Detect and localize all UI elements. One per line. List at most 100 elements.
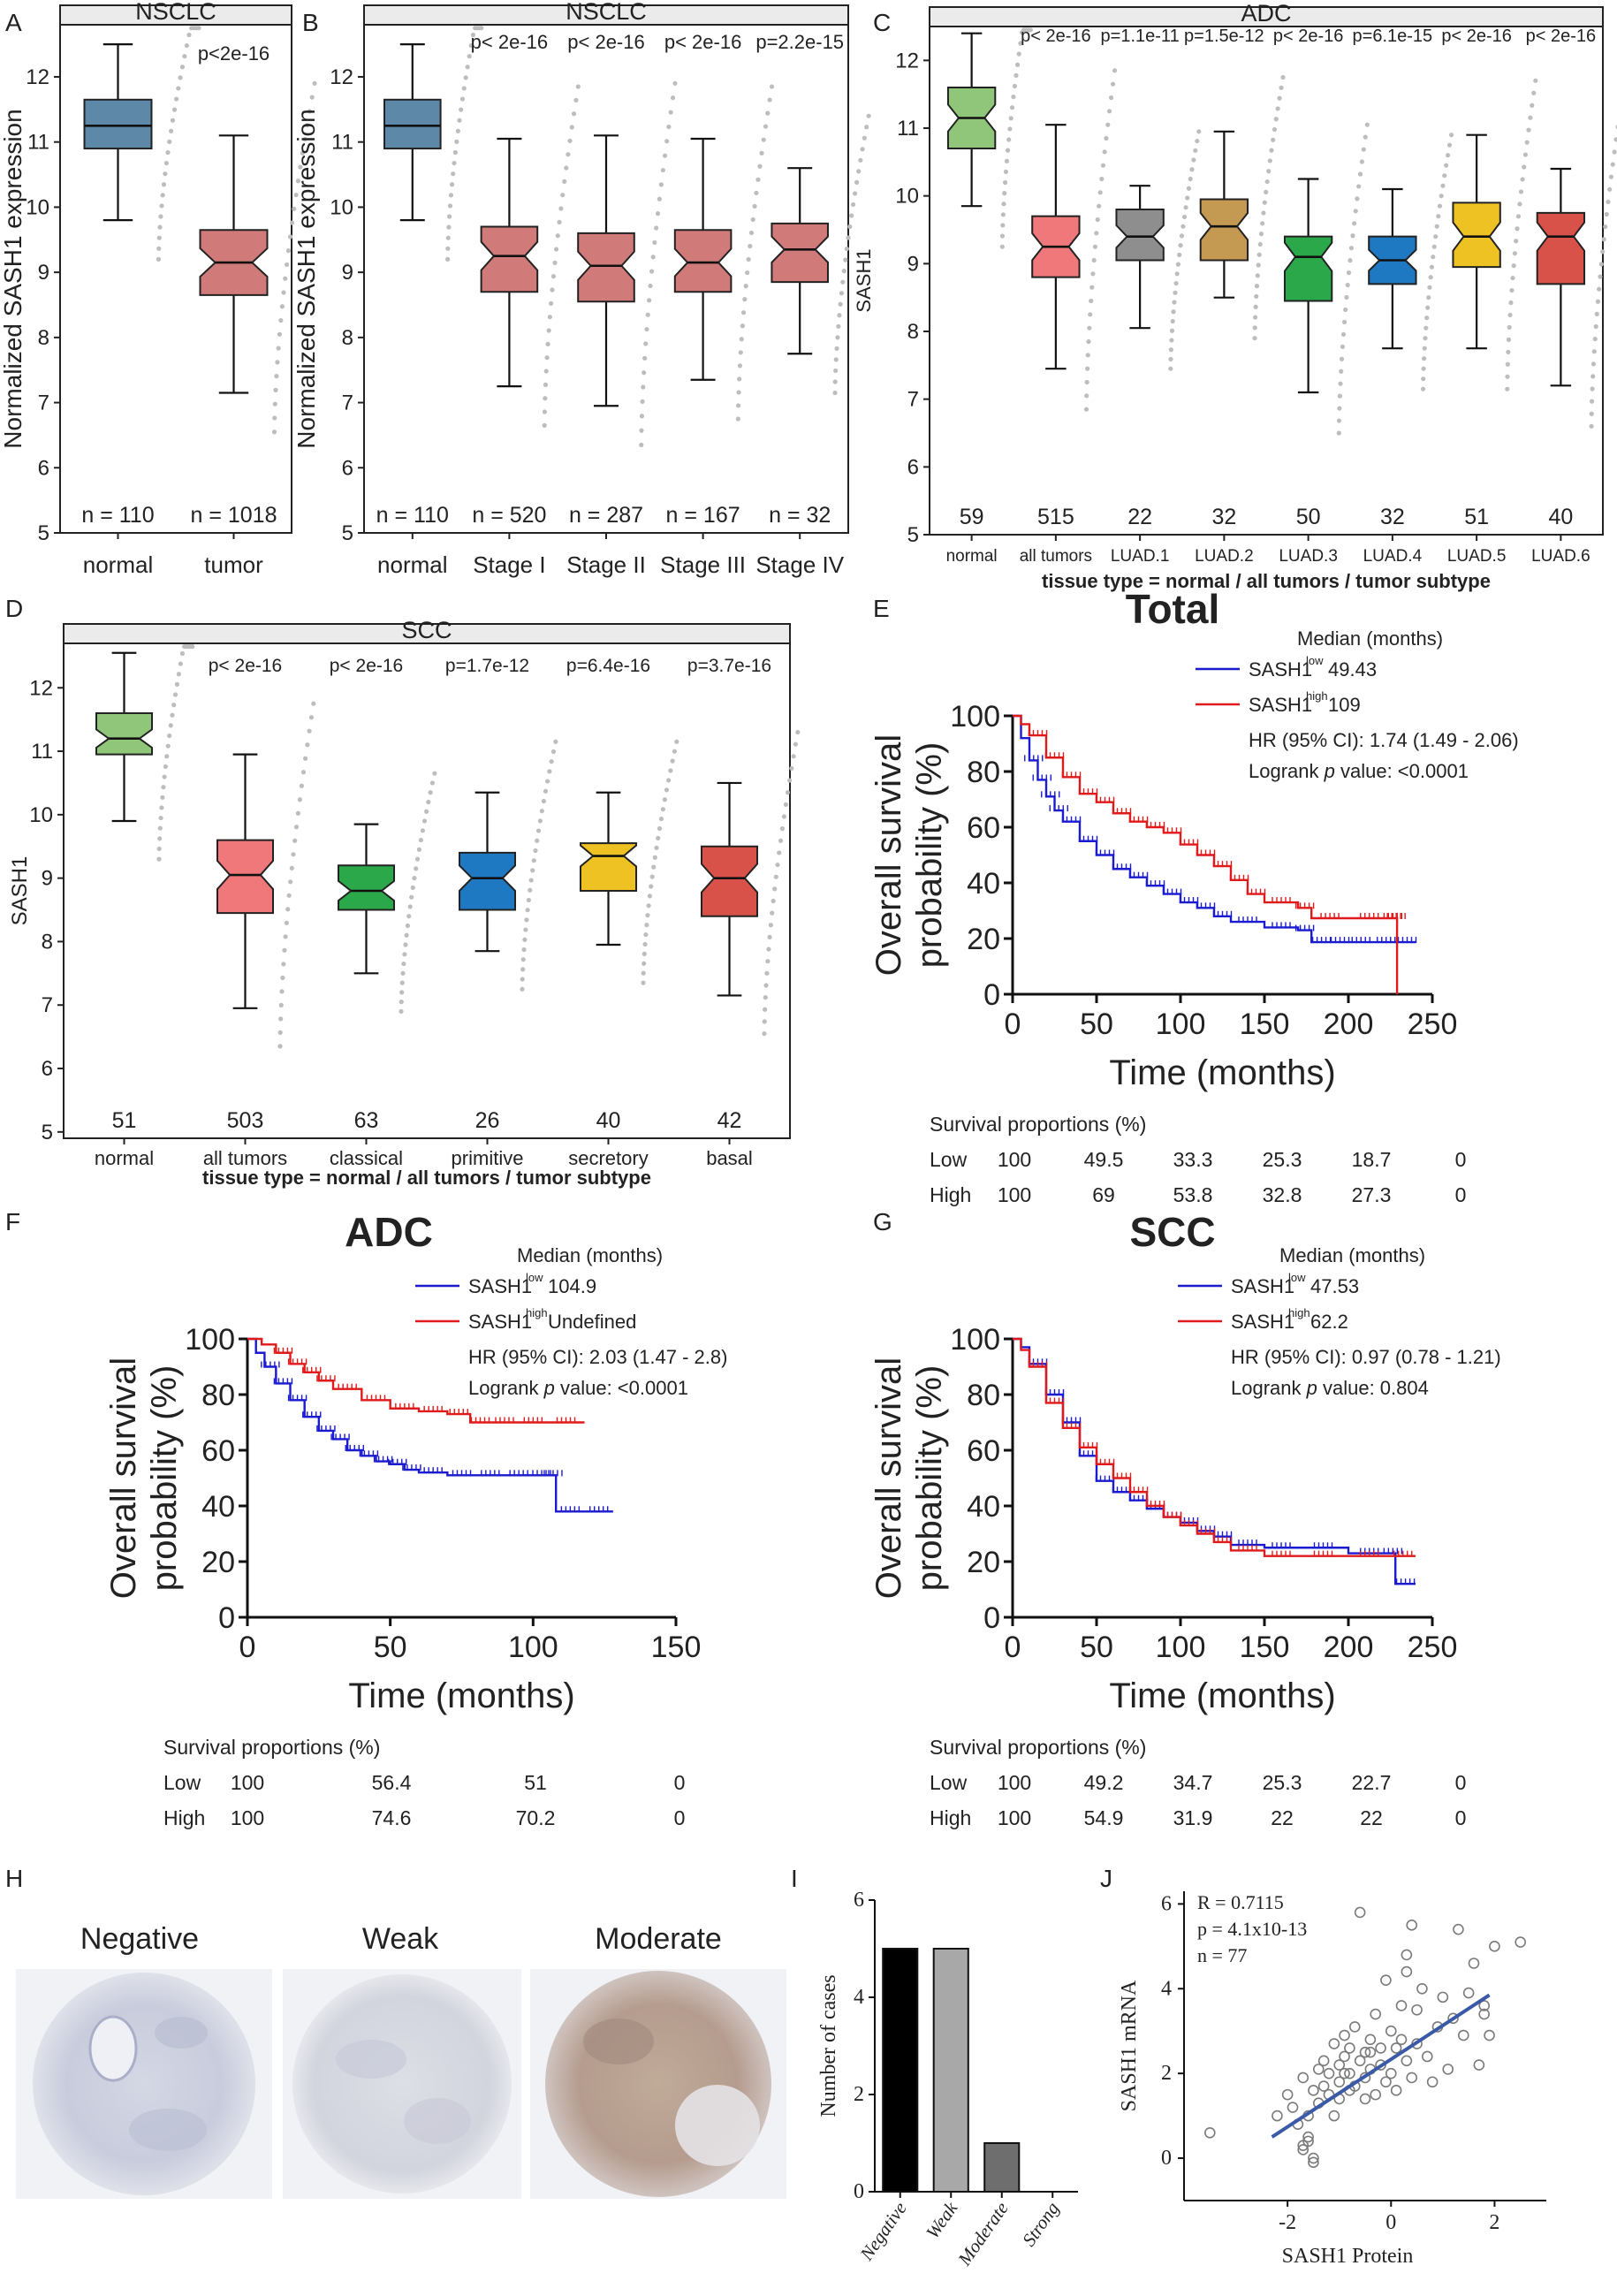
jitter-point	[170, 118, 176, 123]
jitter-point	[1601, 237, 1606, 242]
jitter-point	[666, 124, 672, 130]
jitter-point	[467, 54, 472, 59]
jitter-point	[524, 917, 529, 923]
data-point	[1411, 2003, 1423, 2016]
y-tick-label: 60	[967, 1434, 1000, 1468]
jitter-point	[1344, 294, 1349, 300]
chart-title: NSCLC	[566, 0, 647, 25]
jitter-point	[657, 196, 662, 201]
jitter-point	[745, 270, 750, 276]
jitter-point	[1261, 210, 1266, 216]
jitter-point	[657, 825, 663, 832]
jitter-point	[449, 182, 455, 187]
jitter-point	[736, 390, 741, 395]
jitter-point	[1186, 186, 1192, 191]
panel-d-boxplot: SCC 5 6 7 8 9 10 11 12 SASH1 normal 51 all tumors 503…	[8, 617, 801, 1189]
x-tick-label: 250	[1408, 1631, 1458, 1664]
jitter-point	[560, 193, 566, 198]
jitter-point	[1600, 249, 1606, 255]
ihc-stroma-region	[675, 2085, 760, 2166]
jitter-point	[158, 815, 163, 821]
jitter-point	[164, 754, 170, 759]
data-point	[1344, 2042, 1355, 2054]
box	[83, 98, 153, 150]
y-tick-label: 11	[31, 740, 53, 764]
jitter-point	[1003, 169, 1009, 174]
data-point	[1317, 2055, 1330, 2067]
jitter-point	[1266, 169, 1272, 174]
x-tick-label: -2	[1279, 2211, 1296, 2234]
jitter-point	[763, 983, 769, 988]
jitter-point	[1002, 191, 1007, 196]
jitter-point	[1597, 286, 1602, 292]
jitter-point	[465, 65, 470, 70]
survival-row-label: High	[930, 1806, 971, 1829]
jitter-point	[521, 947, 527, 953]
jitter-point	[160, 794, 165, 800]
logrank-p: p	[543, 1377, 555, 1399]
jitter-point	[1094, 231, 1099, 236]
jitter-point	[452, 149, 458, 156]
jitter-point	[785, 790, 791, 795]
jitter-point	[1271, 137, 1276, 142]
jitter-point	[547, 769, 552, 774]
jitter-point	[1606, 199, 1611, 205]
jitter-point	[1526, 127, 1531, 133]
jitter-point	[558, 206, 564, 211]
jitter-point	[1364, 122, 1370, 127]
survival-value: 70.2	[516, 1806, 556, 1829]
data-point	[1385, 2025, 1397, 2037]
data-point	[1370, 2088, 1382, 2101]
jitter-point	[163, 171, 168, 177]
jitter-point	[762, 1019, 767, 1024]
data-point	[1406, 1920, 1418, 1931]
jitter-point	[750, 217, 755, 223]
survival-value: 100	[998, 1806, 1031, 1829]
jitter-point	[303, 756, 308, 761]
x-category-label: LUAD.3	[1279, 547, 1338, 566]
jitter-point	[1505, 374, 1510, 379]
jitter-point	[282, 947, 287, 953]
y-tick-label: 10	[895, 185, 919, 209]
plot-frame	[929, 26, 1604, 536]
jitter-point	[835, 335, 840, 340]
y-tick-label: 6	[1161, 1892, 1172, 1915]
jitter-point	[1185, 195, 1190, 201]
jitter-point	[1613, 137, 1617, 142]
jitter-point	[1264, 189, 1269, 194]
jitter-point	[1272, 126, 1278, 133]
jitter-point	[1508, 300, 1514, 306]
jitter-point	[451, 171, 456, 177]
logrank-p: p	[1306, 1377, 1317, 1399]
jitter-point	[849, 213, 854, 218]
data-point	[1478, 2000, 1491, 2011]
jitter-point	[1173, 290, 1178, 295]
panel-letter-b: B	[302, 9, 319, 36]
jitter-point	[656, 835, 661, 841]
p-value-label: p<2e-16	[198, 42, 270, 65]
x-category-label: LUAD.5	[1447, 547, 1507, 566]
legend-high-sup: high	[526, 1306, 548, 1319]
jitter-point	[176, 86, 181, 91]
y-axis-label: Overall survivalprobability (%)	[869, 1357, 949, 1599]
box	[458, 851, 517, 911]
panel-h-ihc-images: Negative Weak Moderate	[16, 1922, 786, 2199]
jitter-point	[654, 225, 659, 231]
panel-b-boxplot: NSCLC 5 6 7 8 9 10 11 12 Normalized SASH1 express…	[292, 0, 871, 578]
jitter-point	[668, 110, 673, 115]
jitter-point	[1097, 190, 1103, 195]
data-point	[1442, 2064, 1454, 2075]
jitter-point	[664, 139, 670, 144]
jitter-point	[1420, 386, 1426, 392]
y-tick-label: 2	[854, 2083, 864, 2106]
jitter-point	[418, 837, 423, 843]
jitter-point	[1172, 300, 1177, 305]
chart-title: SCC	[401, 617, 452, 643]
group-n-label: n = 167	[666, 503, 740, 528]
jitter-point	[1262, 200, 1267, 205]
jitter-point	[1084, 379, 1089, 385]
box	[700, 845, 759, 917]
legend-high-label: SASH1	[1249, 694, 1312, 716]
jitter-point	[1446, 142, 1453, 148]
jitter-point	[531, 858, 536, 863]
